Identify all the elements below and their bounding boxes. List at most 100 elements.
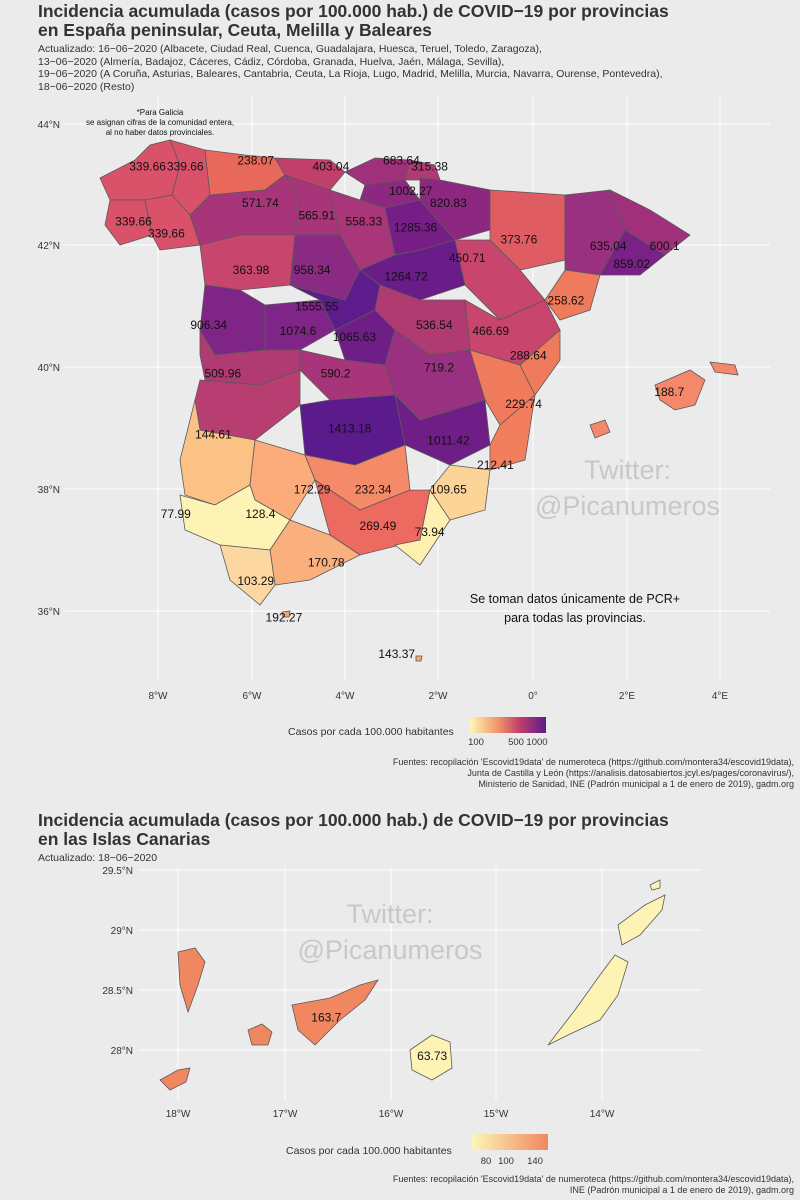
province-barcelona (599, 229, 666, 276)
top-map-subtitle: Actualizado: 16−06−2020 (Albacete, Ciuda… (38, 43, 663, 93)
top-x-tick: 4°W (336, 691, 356, 702)
province-value-label: 339.66 (115, 214, 152, 228)
province-value-label: 77.99 (161, 507, 191, 521)
province-value-label: 172.29 (294, 482, 331, 496)
province-value-label: 536.54 (416, 318, 453, 332)
top-legend-title: Casos por cada 100.000 habitantes (288, 726, 454, 738)
bottom-x-axis: 18°W 17°W 16°W 15°W 14°W (166, 1109, 615, 1120)
province-value-label: 859.02 (613, 257, 650, 271)
province-value-label: 719.2 (424, 361, 454, 375)
top-x-tick: 4°E (712, 691, 729, 702)
top-y-tick: 42°N (38, 241, 60, 252)
province-value-label: 229.74 (505, 397, 542, 411)
province-value-label: 315.38 (411, 160, 448, 174)
province-value-label: 63.73 (417, 1049, 447, 1063)
province-girona (609, 189, 691, 256)
island-territories (281, 361, 739, 662)
province-cantabria (274, 157, 346, 191)
bottom-map-title: Incidencia acumulada (casos por 100.000 … (38, 810, 669, 849)
bottom-y-tick: 28°N (111, 1046, 133, 1057)
province-value-label: 144.61 (195, 428, 232, 442)
province-value-label: 232.34 (355, 482, 392, 496)
bottom-legend-tick: 100 (498, 1156, 514, 1167)
province-huesca (489, 189, 566, 271)
bottom-x-tick: 16°W (379, 1109, 404, 1120)
top-x-tick: 8°W (149, 691, 169, 702)
galicia-note: *Para Galicia se asignan cifras de la co… (85, 108, 235, 137)
pcr-note: Se toman datos únicamente de PCR+ para t… (469, 592, 681, 625)
province-value-label: 103.29 (237, 574, 274, 588)
province-value-label: 109.65 (430, 482, 467, 496)
province-value-label: 1264.72 (384, 269, 428, 283)
island-fuerteventura (547, 954, 629, 1046)
province-value-label: 1074.6 (280, 324, 317, 338)
province-alicante (489, 393, 536, 471)
bottom-legend-tick: 140 (527, 1156, 543, 1167)
top-x-tick: 2°W (429, 691, 449, 702)
bottom-y-tick: 28.5°N (102, 986, 133, 997)
province-cadiz (219, 544, 276, 606)
province-value-label: 339.66 (129, 160, 166, 174)
province-value-label: 339.66 (167, 160, 204, 174)
province-melilla (415, 655, 423, 662)
bottom-x-tick: 15°W (484, 1109, 509, 1120)
bottom-value-labels: 163.7 63.73 (311, 1011, 447, 1063)
island-la-graciosa (649, 879, 661, 891)
bottom-x-tick: 18°W (166, 1109, 191, 1120)
spain-provinces (99, 139, 691, 606)
top-value-labels: 339.66 339.66 238.07 403.04 683.64315.381002… (115, 154, 684, 661)
province-value-label: 1002.27 (389, 184, 433, 198)
province-value-label: 1011.42 (427, 434, 470, 448)
province-value-label: 571.74 (242, 196, 279, 210)
province-value-label: 163.7 (311, 1011, 341, 1025)
top-y-tick: 40°N (38, 363, 60, 374)
province-baleares-menorca (709, 361, 739, 376)
province-value-label: 1413.18 (328, 422, 372, 436)
province-value-label: 373.76 (501, 233, 538, 247)
top-legend-tick: 100 (468, 737, 484, 748)
top-map-title: Incidencia acumulada (casos por 100.000 … (38, 1, 669, 40)
top-caption: Fuentes: recopilación 'Escovid19data' de… (392, 757, 794, 789)
canary-islands (159, 879, 666, 1091)
province-murcia (429, 464, 491, 521)
bottom-y-tick: 29.5°N (102, 866, 133, 877)
top-legend-ticks: 100 500 1000 (468, 737, 548, 748)
province-value-label: 192.27 (266, 610, 303, 624)
province-value-label: 128.4 (245, 507, 275, 521)
province-baleares-ibiza (589, 419, 611, 439)
province-value-label: 73.94 (415, 525, 445, 539)
island-el-hierro (159, 1067, 191, 1091)
top-watermark: Twitter: @Picanumeros (535, 455, 720, 521)
bottom-map-subtitle: Actualizado: 18−06−2020 (38, 852, 158, 864)
province-value-label: 363.98 (233, 263, 270, 277)
province-value-label: 143.37 (378, 647, 415, 661)
bottom-legend-tick: 80 (481, 1156, 492, 1167)
bottom-watermark: Twitter: @Picanumeros (297, 899, 483, 965)
province-value-label: 188.7 (654, 385, 684, 399)
bottom-legend-title: Casos por cada 100.000 habitantes (286, 1145, 452, 1157)
bottom-legend-ticks: 80 100 140 (481, 1156, 543, 1167)
top-y-tick: 38°N (38, 485, 60, 496)
top-x-axis: 8°W 6°W 4°W 2°W 0° 2°E 4°E (149, 691, 729, 702)
province-value-label: 212.41 (477, 458, 514, 472)
province-ceuta (281, 610, 291, 618)
province-value-label: 590.2 (321, 367, 351, 381)
province-pontevedra (104, 199, 153, 246)
province-value-label: 906.34 (190, 318, 227, 332)
province-value-label: 238.07 (237, 154, 274, 168)
province-tarragona (544, 269, 601, 321)
province-value-label: 258.62 (548, 294, 585, 308)
top-legend-colorbar (470, 717, 546, 733)
top-legend-tick: 500 (508, 737, 524, 748)
top-y-tick: 36°N (38, 607, 60, 618)
province-value-label: 1555.55 (295, 300, 339, 314)
province-value-label: 339.66 (148, 227, 185, 241)
bottom-caption: Fuentes: recopilación 'Escovid19data' de… (392, 1174, 794, 1195)
province-value-label: 1065.63 (333, 330, 377, 344)
top-legend-tick: 1000 (526, 737, 547, 748)
province-value-label: 600.1 (650, 239, 680, 253)
island-tenerife (291, 979, 379, 1046)
province-value-label: 466.69 (472, 324, 509, 338)
top-y-axis: 44°N 42°N 40°N 38°N 36°N (38, 120, 60, 618)
